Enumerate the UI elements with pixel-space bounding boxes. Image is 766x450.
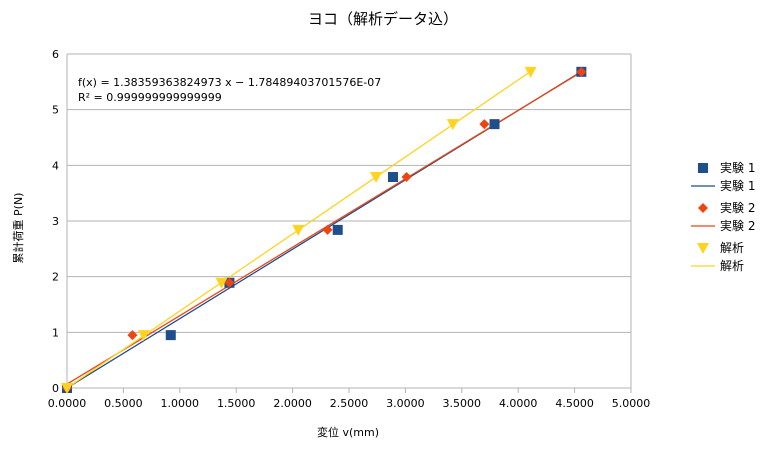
x-tick-label: 1.5000: [217, 397, 256, 410]
data-point: [446, 119, 459, 131]
data-points: [61, 66, 587, 394]
data-point: [322, 224, 333, 235]
legend-marker: [698, 163, 708, 173]
data-point: [370, 172, 383, 184]
data-point: [61, 383, 73, 394]
x-tick-label: 0.0000: [48, 397, 87, 410]
y-axis-label: 累計荷重 P(N): [11, 193, 25, 264]
y-tick-label: 6: [52, 48, 59, 61]
legend-label: 実験 1: [720, 178, 755, 193]
data-point: [489, 119, 500, 130]
y-tick-label: 4: [52, 159, 59, 172]
trendline-equation: f(x) = 1.38359363824973 x − 1.7848940370…: [78, 76, 381, 89]
x-tick-label: 0.5000: [104, 397, 143, 410]
x-tick-label: 4.0000: [499, 397, 538, 410]
data-point: [292, 224, 305, 236]
data-point: [215, 277, 228, 289]
y-tick-label: 5: [52, 104, 59, 117]
data-point: [137, 330, 150, 342]
data-point: [127, 330, 138, 341]
legend-marker: [697, 243, 709, 254]
data-point: [387, 172, 398, 183]
data-point: [224, 277, 235, 288]
data-point: [576, 66, 587, 77]
data-point: [165, 330, 176, 341]
trendline-r-squared: R² = 0.999999999999999: [78, 91, 222, 104]
y-tick-label: 3: [52, 215, 59, 228]
data-point: [332, 224, 343, 235]
x-tick-label: 3.0000: [386, 397, 425, 410]
x-tick-label: 5.0000: [612, 397, 651, 410]
data-point: [401, 172, 412, 183]
data-point: [479, 119, 490, 130]
data-point: [524, 66, 537, 78]
legend-label: 実験 2: [720, 218, 755, 233]
axes: 0 1 2 3 4 5 6 0.0000 0.5000 1.0000 1.5000 2.0000 2.5…: [48, 48, 651, 410]
x-tick-label: 2.0000: [273, 397, 312, 410]
legend-label: 実験 2: [720, 200, 755, 215]
legend-marker: [698, 203, 708, 213]
x-axis-label: 変位 v(mm): [317, 425, 379, 439]
y-tick-label: 0: [52, 382, 59, 395]
y-tick-label: 1: [52, 326, 59, 339]
x-tick-label: 4.5000: [555, 397, 594, 410]
legend-label: 解析: [720, 259, 744, 273]
x-tick-label: 3.5000: [443, 397, 482, 410]
legend-label: 解析: [720, 241, 744, 255]
x-tick-label: 1.0000: [161, 397, 200, 410]
grid-lines: [67, 53, 631, 389]
x-tick-label: 2.5000: [330, 397, 369, 410]
chart-title: ヨコ（解析データ込）: [308, 10, 458, 28]
y-tick-label: 2: [52, 271, 59, 284]
legend-label: 実験 1: [720, 160, 755, 175]
